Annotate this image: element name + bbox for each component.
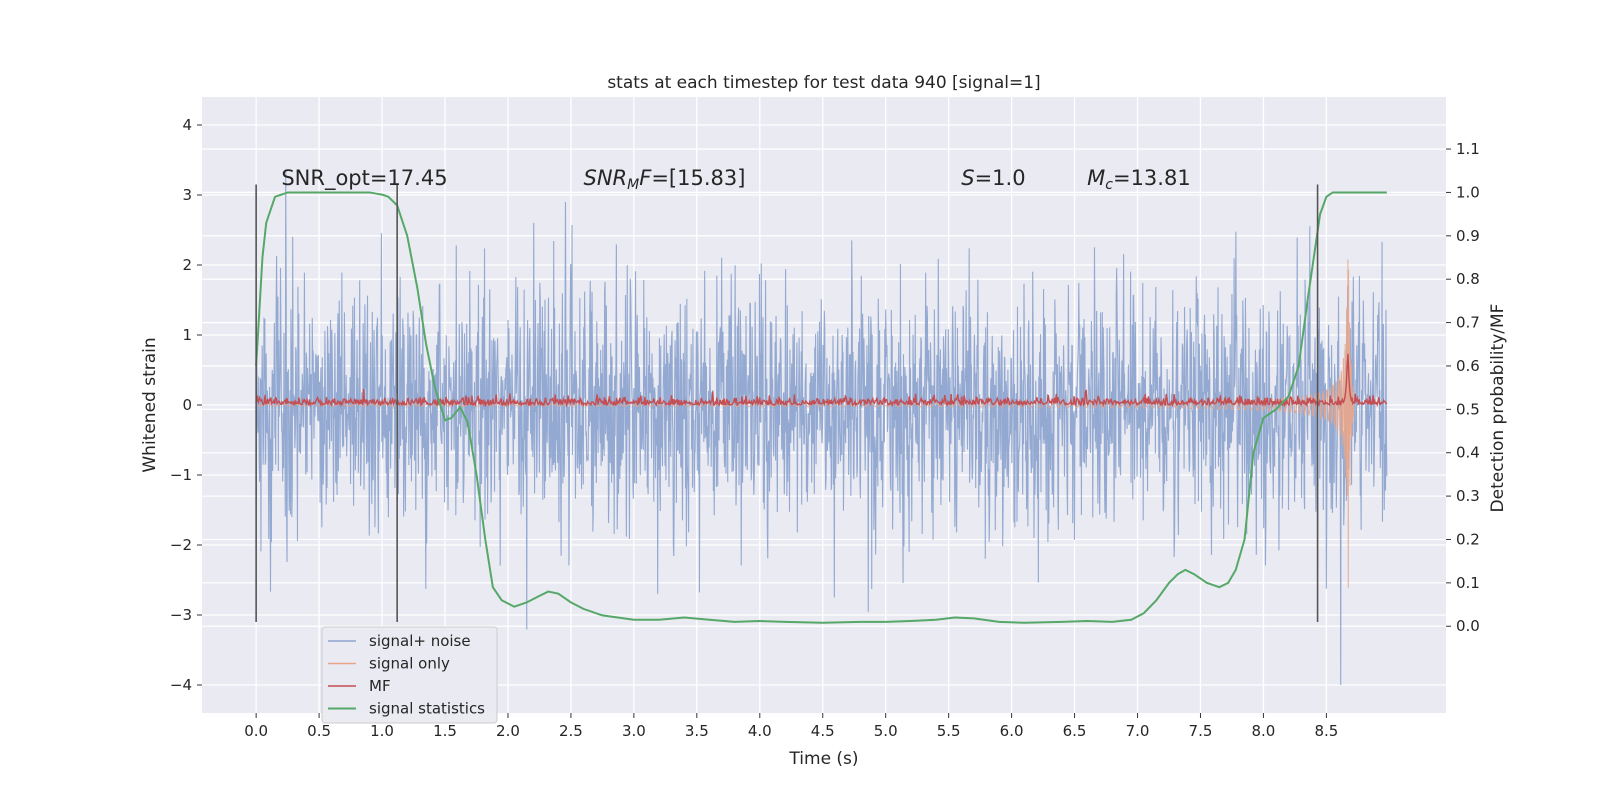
annotations: SNR_opt=17.45 SNRMF=[15.83] S=1.0 Mc=13.81 xyxy=(281,166,1190,193)
y-right-tick-label: 1.0 xyxy=(1456,183,1480,201)
y-right-tick-label: 0.2 xyxy=(1456,530,1480,548)
y-left-tick-label: 2 xyxy=(182,256,192,274)
annotation-mc: Mc=13.81 xyxy=(1087,166,1191,193)
y-right-tick-label: 0.0 xyxy=(1456,617,1480,635)
series-signal-plus-noise xyxy=(255,169,1388,686)
x-tick-label: 8.5 xyxy=(1314,722,1338,740)
axis-ticks: 0.0 0.5 1.0 1.5 2.0 2.5 3.0 3.5 4.0 4.5 5.0 5.5 6.0 6… xyxy=(170,116,1480,740)
x-tick-label: 3.5 xyxy=(685,722,709,740)
legend-label: MF xyxy=(369,677,391,695)
legend-box xyxy=(321,626,498,724)
y-left-tick-label: 1 xyxy=(182,326,192,344)
y-axis-title-left: Whitened strain xyxy=(140,337,160,472)
y-right-tick-label: 0.7 xyxy=(1456,314,1480,332)
x-tick-label: 3.0 xyxy=(622,722,646,740)
data-series xyxy=(255,169,1388,686)
y-right-tick-label: 0.9 xyxy=(1456,227,1480,245)
x-tick-label: 7.5 xyxy=(1189,722,1213,740)
chart-title: stats at each timestep for test data 940… xyxy=(607,73,1040,93)
x-tick-label: 2.0 xyxy=(496,722,520,740)
x-tick-label: 0.5 xyxy=(307,722,331,740)
x-tick-label: 1.5 xyxy=(433,722,457,740)
x-tick-label: 8.0 xyxy=(1251,722,1275,740)
y-right-tick-label: 0.5 xyxy=(1456,400,1480,418)
x-tick-label: 6.0 xyxy=(1000,722,1024,740)
x-axis-title: Time (s) xyxy=(788,749,858,769)
annotation-s-stat: S=1.0 xyxy=(961,166,1025,190)
legend-label: signal only xyxy=(369,655,450,673)
x-tick-label: 5.0 xyxy=(874,722,898,740)
x-tick-label: 6.5 xyxy=(1063,722,1087,740)
legend: signal+ noise signal only MF signal statist… xyxy=(321,626,498,724)
x-tick-label: 2.5 xyxy=(559,722,583,740)
y-right-tick-label: 0.3 xyxy=(1456,487,1480,505)
y-right-tick-label: 1.1 xyxy=(1456,140,1480,158)
x-tick-label: 4.0 xyxy=(748,722,772,740)
x-tick-label: 5.5 xyxy=(937,722,961,740)
x-tick-label: 0.0 xyxy=(244,722,268,740)
x-tick-label: 1.0 xyxy=(370,722,394,740)
vertical-markers xyxy=(255,184,1319,622)
y-left-tick-label: −4 xyxy=(170,676,192,694)
legend-label: signal statistics xyxy=(369,700,485,718)
y-left-tick-label: 3 xyxy=(182,186,192,204)
series-mf xyxy=(255,353,1388,408)
series-signal-statistics xyxy=(255,191,1387,624)
y-right-tick-label: 0.8 xyxy=(1456,270,1480,288)
legend-label: signal+ noise xyxy=(369,632,471,650)
annotation-snr-mf: SNRMF=[15.83] xyxy=(584,166,746,193)
y-left-tick-label: 4 xyxy=(182,116,192,134)
y-right-tick-label: 0.1 xyxy=(1456,574,1480,592)
y-left-tick-label: −2 xyxy=(170,536,192,554)
y-axis-title-right: Detection probability/MF xyxy=(1488,304,1508,513)
y-left-tick-label: 0 xyxy=(182,396,192,414)
x-tick-label: 7.0 xyxy=(1126,722,1150,740)
annotation-snr-opt: SNR_opt=17.45 xyxy=(281,166,447,191)
y-left-tick-label: −3 xyxy=(170,606,192,624)
y-right-tick-label: 0.6 xyxy=(1456,357,1480,375)
y-left-tick-label: −1 xyxy=(170,466,192,484)
y-right-tick-label: 0.4 xyxy=(1456,444,1480,462)
x-tick-label: 4.5 xyxy=(811,722,835,740)
